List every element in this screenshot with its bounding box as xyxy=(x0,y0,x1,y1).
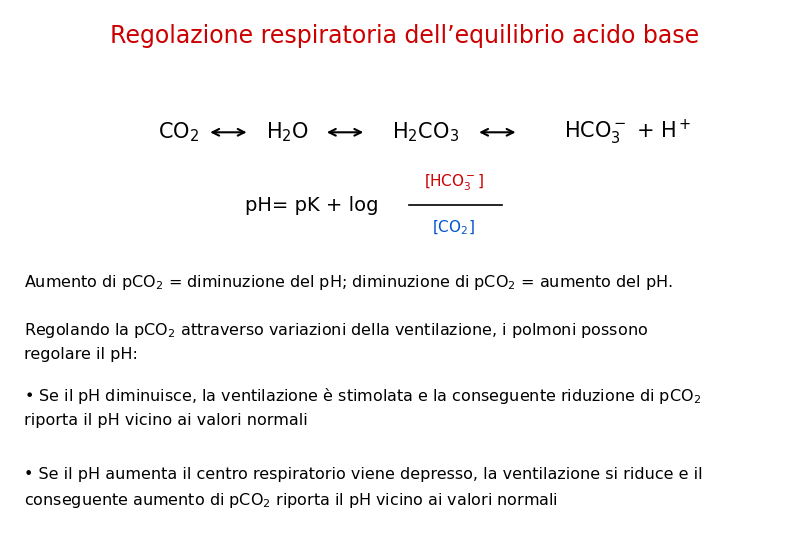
Text: Regolando la pCO$_2$ attraverso variazioni della ventilazione, i polmoni possono: Regolando la pCO$_2$ attraverso variazio… xyxy=(24,321,648,362)
Text: HCO$_3^-$ + H$^+$: HCO$_3^-$ + H$^+$ xyxy=(564,118,692,147)
Text: • Se il pH diminuisce, la ventilazione è stimolata e la conseguente riduzione di: • Se il pH diminuisce, la ventilazione è… xyxy=(24,386,701,428)
Text: pH= pK + log: pH= pK + log xyxy=(245,195,378,215)
Text: • Se il pH aumenta il centro respiratorio viene depresso, la ventilazione si rid: • Se il pH aumenta il centro respiratori… xyxy=(24,467,703,510)
Text: CO$_2$: CO$_2$ xyxy=(158,120,198,144)
Text: H$_2$O: H$_2$O xyxy=(266,120,309,144)
Text: [CO$_2$]: [CO$_2$] xyxy=(433,219,475,237)
Text: [HCO$_3^-$]: [HCO$_3^-$] xyxy=(424,172,484,193)
Text: H$_2$CO$_3$: H$_2$CO$_3$ xyxy=(392,120,458,144)
Text: Regolazione respiratoria dell’equilibrio acido base: Regolazione respiratoria dell’equilibrio… xyxy=(110,24,700,48)
Text: Aumento di pCO$_2$ = diminuzione del pH; diminuzione di pCO$_2$ = aumento del pH: Aumento di pCO$_2$ = diminuzione del pH;… xyxy=(24,273,673,292)
